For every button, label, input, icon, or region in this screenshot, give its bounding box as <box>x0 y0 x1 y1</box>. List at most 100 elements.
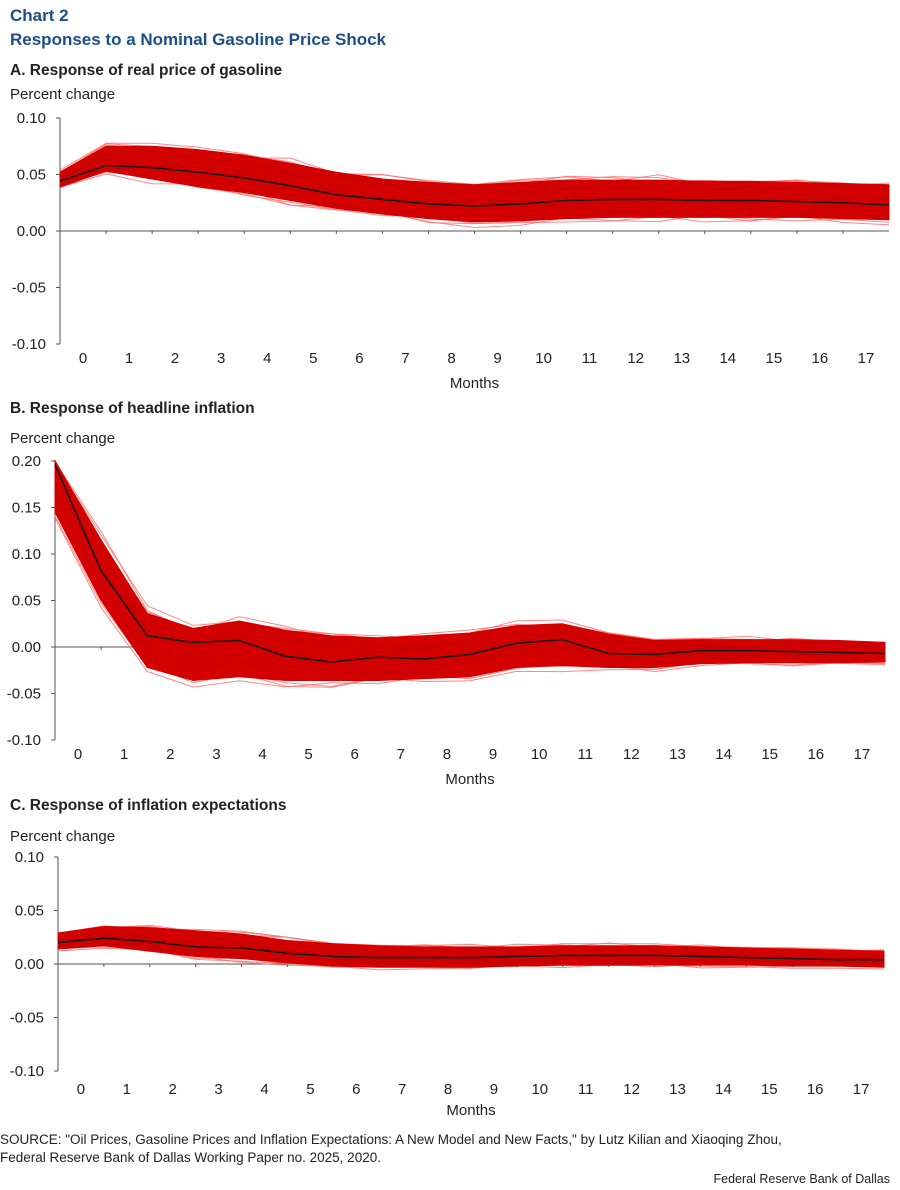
x-tick-label: 2 <box>166 746 174 763</box>
x-tick-label: 13 <box>669 1081 686 1098</box>
y-tick-label: 0.00 <box>12 639 41 656</box>
y-tick-label: -0.10 <box>7 732 41 749</box>
panel-c: C. Response of inflation expectations Per… <box>10 797 885 1119</box>
x-tick-label: 0 <box>74 746 82 763</box>
x-tick-label: 0 <box>77 1081 85 1098</box>
x-tick-label: 12 <box>623 1081 640 1098</box>
y-tick-label: 0.20 <box>12 453 41 470</box>
x-tick-label: 5 <box>306 1081 314 1098</box>
panel-title: A. Response of real price of gasoline <box>10 62 283 79</box>
y-tick-label: -0.10 <box>10 1063 44 1080</box>
y-tick-label: 0.10 <box>17 110 46 127</box>
x-tick-label: 15 <box>761 1081 778 1098</box>
x-tick-label: 2 <box>169 1081 177 1098</box>
x-tick-label: 11 <box>582 350 598 367</box>
x-tick-label: 3 <box>217 350 225 367</box>
y-tick-label: -0.05 <box>7 686 41 703</box>
x-tick-label: 8 <box>443 746 451 763</box>
x-tick-label: 5 <box>304 746 312 763</box>
y-axis-title: Percent change <box>10 828 115 845</box>
draw-line <box>59 167 890 217</box>
draw-line <box>57 943 885 968</box>
x-axis-title: Months <box>445 771 494 788</box>
y-tick-label: -0.10 <box>12 336 46 353</box>
x-tick-label: 13 <box>669 746 686 763</box>
x-tick-label: 5 <box>309 350 317 367</box>
x-tick-label: 1 <box>125 350 133 367</box>
x-tick-label: 10 <box>531 1081 548 1098</box>
x-tick-label: 1 <box>120 746 128 763</box>
draw-line <box>54 463 886 643</box>
x-tick-label: 9 <box>490 1081 498 1098</box>
y-tick-label: 0.05 <box>15 903 44 920</box>
response-band <box>54 459 886 682</box>
x-tick-label: 6 <box>351 746 359 763</box>
draw-line <box>54 488 886 666</box>
x-tick-label: 9 <box>493 350 501 367</box>
x-tick-label: 17 <box>858 350 875 367</box>
x-tick-label: 7 <box>401 350 409 367</box>
y-tick-label: 0.00 <box>15 956 44 973</box>
panel-b: B. Response of headline inflation Percent… <box>7 400 886 788</box>
x-tick-label: 14 <box>715 746 732 763</box>
source-line-1: SOURCE: "Oil Prices, Gasoline Prices and… <box>0 1132 782 1147</box>
source-line-2: Federal Reserve Bank of Dallas Working P… <box>0 1150 381 1165</box>
x-tick-label: 16 <box>812 350 829 367</box>
panel-title: B. Response of headline inflation <box>10 400 255 417</box>
x-tick-label: 6 <box>352 1081 360 1098</box>
x-tick-label: 13 <box>673 350 690 367</box>
x-tick-label: 12 <box>627 350 644 367</box>
draw-line <box>54 459 886 645</box>
x-tick-label: 4 <box>258 746 266 763</box>
draw-line <box>54 490 886 674</box>
draw-line <box>57 940 885 967</box>
y-axis-title: Percent change <box>10 430 115 447</box>
x-tick-label: 10 <box>531 746 548 763</box>
credit-line: Federal Reserve Bank of Dallas <box>713 1172 890 1186</box>
x-tick-label: 14 <box>715 1081 732 1098</box>
y-tick-label: 0.10 <box>15 849 44 866</box>
x-tick-label: 8 <box>447 350 455 367</box>
y-tick-label: 0.05 <box>12 593 41 610</box>
x-tick-label: 16 <box>807 1081 824 1098</box>
panel-a: A. Response of real price of gasoline Per… <box>10 62 890 392</box>
x-tick-label: 2 <box>171 350 179 367</box>
x-tick-label: 3 <box>214 1081 222 1098</box>
x-tick-label: 10 <box>535 350 552 367</box>
y-tick-label: -0.05 <box>10 1010 44 1027</box>
y-tick-label: -0.05 <box>12 280 46 297</box>
draw-line <box>54 472 886 650</box>
x-tick-label: 4 <box>260 1081 268 1098</box>
x-tick-label: 11 <box>578 1081 594 1098</box>
x-tick-label: 16 <box>807 746 824 763</box>
x-tick-label: 17 <box>854 746 871 763</box>
chart-title: Responses to a Nominal Gasoline Price Sh… <box>10 30 387 49</box>
y-tick-label: 0.15 <box>12 500 41 517</box>
x-axis-title: Months <box>450 375 499 392</box>
y-tick-label: 0.10 <box>12 546 41 563</box>
draw-line <box>54 465 886 650</box>
x-tick-label: 3 <box>212 746 220 763</box>
x-tick-label: 17 <box>853 1081 870 1098</box>
draw-line <box>59 158 890 210</box>
x-tick-label: 15 <box>766 350 783 367</box>
x-axis-title: Months <box>446 1102 495 1119</box>
source-note: SOURCE: "Oil Prices, Gasoline Prices and… <box>0 1131 782 1167</box>
x-tick-label: 14 <box>719 350 736 367</box>
x-tick-label: 1 <box>123 1081 131 1098</box>
draw-line <box>59 149 890 199</box>
chart-label: Chart 2 <box>10 6 69 25</box>
x-tick-label: 4 <box>263 350 271 367</box>
x-tick-label: 15 <box>761 746 778 763</box>
draw-line <box>57 930 885 957</box>
x-tick-label: 0 <box>79 350 87 367</box>
y-tick-label: 0.05 <box>17 167 46 184</box>
x-tick-label: 8 <box>444 1081 452 1098</box>
median-line <box>54 464 886 663</box>
x-tick-label: 7 <box>397 746 405 763</box>
panel-title: C. Response of inflation expectations <box>10 797 286 814</box>
median-line <box>59 164 890 207</box>
x-tick-label: 6 <box>355 350 363 367</box>
response-band <box>59 145 890 223</box>
